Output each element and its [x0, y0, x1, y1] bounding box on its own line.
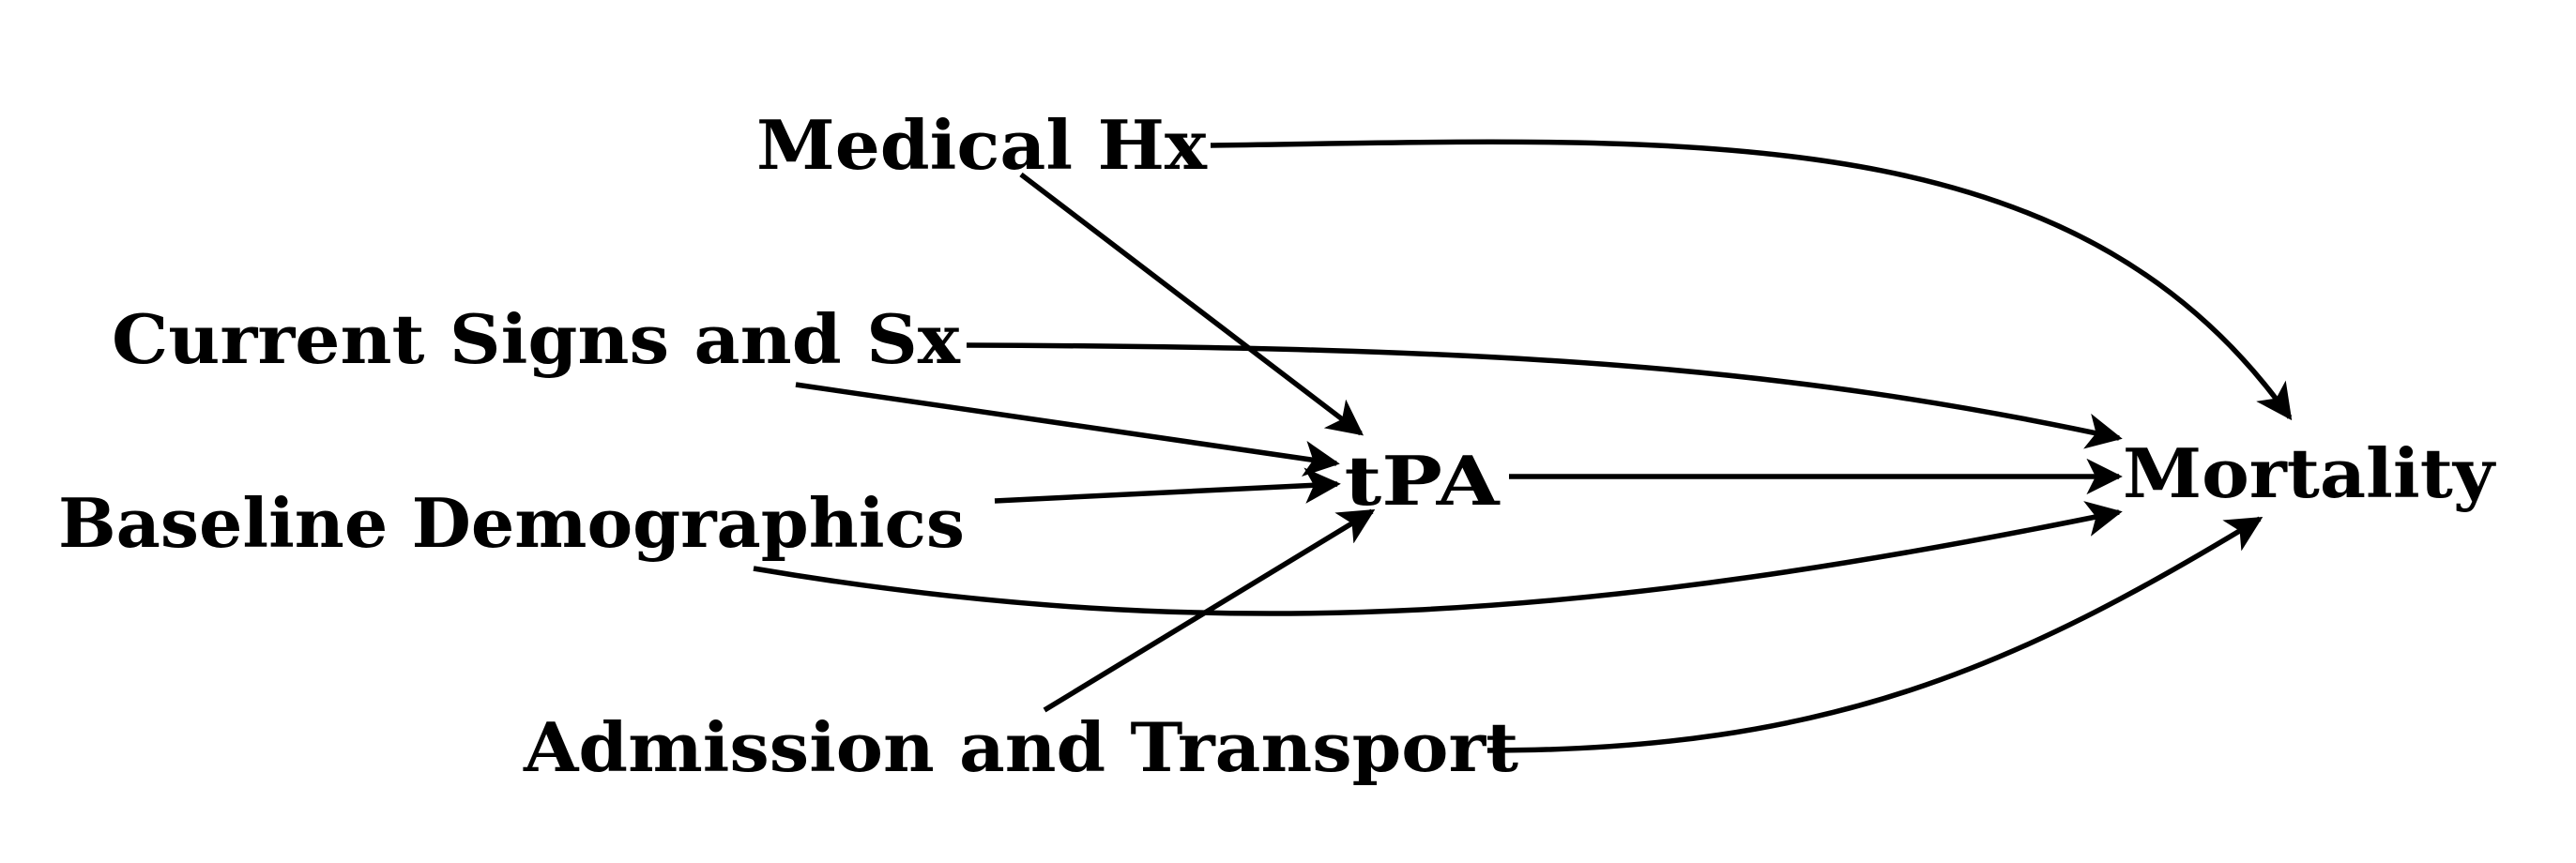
node-admission-transport: Admission and Transport: [523, 707, 1518, 787]
edge-baseline-demographics-to-tpa: [994, 467, 1341, 504]
node-medical-hx: Medical Hx: [756, 105, 1208, 185]
nodes: Medical Hx Current Signs and Sx Baseline…: [58, 105, 2496, 787]
edge-medical-hx-to-mortality: [1210, 139, 2293, 421]
node-baseline-demographics: Baseline Demographics: [58, 483, 965, 563]
node-current-signs: Current Signs and Sx: [112, 299, 961, 379]
edges: [753, 139, 2293, 753]
node-tpa: tPA: [1345, 441, 1501, 521]
edge-admission-to-tpa: [1043, 508, 1376, 713]
edge-admission-to-mortality: [1486, 516, 2264, 753]
edge-medical-hx-to-tpa: [1019, 172, 1364, 436]
edge-current-signs-to-mortality: [966, 342, 2123, 449]
edge-current-signs-to-tpa: [795, 382, 1340, 477]
edge-baseline-demographics-to-mortality: [753, 501, 2123, 616]
node-mortality: Mortality: [2123, 433, 2496, 513]
